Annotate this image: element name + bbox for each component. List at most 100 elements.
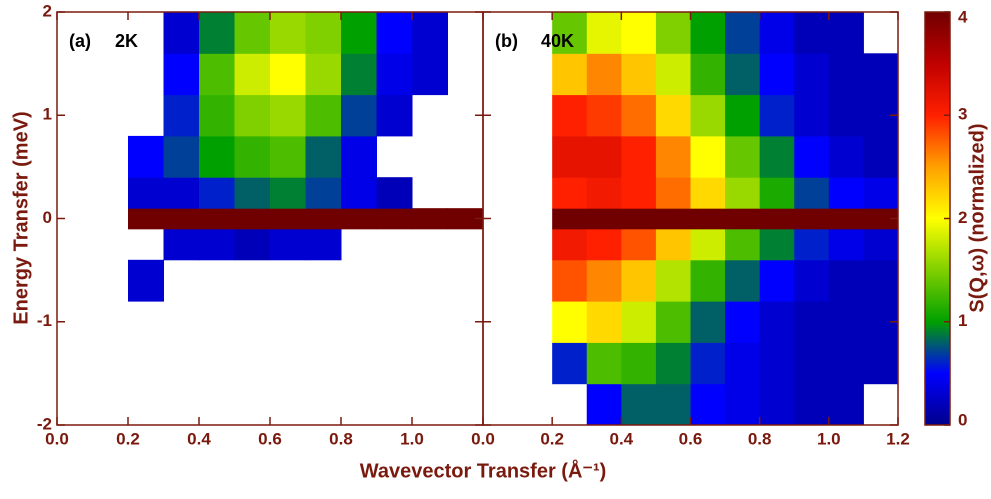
heat-cell bbox=[828, 53, 864, 96]
heat-cell bbox=[586, 342, 622, 385]
heat-cell bbox=[759, 228, 795, 261]
heat-cell bbox=[863, 342, 899, 385]
heat-cell bbox=[690, 228, 726, 261]
heat-cell bbox=[759, 135, 795, 178]
heat-cell bbox=[586, 94, 622, 137]
heat-cell bbox=[655, 301, 691, 343]
x-tick-label: 0.4 bbox=[187, 429, 211, 448]
x-tick-label: 0.2 bbox=[116, 429, 140, 448]
heat-cell bbox=[725, 135, 761, 178]
heat-cell bbox=[828, 135, 864, 178]
heat-cell bbox=[305, 94, 342, 137]
heat-cell bbox=[270, 94, 306, 137]
heat-cell bbox=[270, 208, 306, 230]
heat-cell bbox=[128, 177, 164, 209]
heat-cell bbox=[655, 177, 691, 209]
heat-cell bbox=[234, 208, 271, 230]
heat-cell bbox=[199, 135, 235, 178]
panel-label: (b) bbox=[495, 31, 518, 51]
heat-cell bbox=[621, 383, 657, 426]
heat-cell bbox=[270, 12, 306, 54]
heat-cell bbox=[621, 228, 657, 261]
heat-cell bbox=[341, 177, 377, 209]
heat-cell bbox=[412, 208, 448, 230]
x-tick-label: 1.0 bbox=[400, 429, 424, 448]
heat-cell bbox=[759, 383, 795, 426]
heat-cell bbox=[552, 208, 588, 230]
heat-cell bbox=[828, 12, 864, 54]
heat-cell bbox=[655, 342, 691, 385]
heat-cell bbox=[341, 12, 377, 54]
heat-cell bbox=[586, 208, 622, 230]
heat-cell bbox=[412, 12, 448, 54]
heat-cell bbox=[270, 53, 306, 96]
heat-cell bbox=[270, 228, 306, 261]
heat-cell bbox=[128, 135, 164, 178]
heat-cell bbox=[759, 12, 795, 54]
heat-cell bbox=[655, 228, 691, 261]
heat-cell bbox=[305, 12, 342, 54]
y-tick-label: -1 bbox=[37, 311, 52, 330]
heat-cell bbox=[234, 94, 271, 137]
heat-cell bbox=[828, 301, 864, 343]
heat-cell bbox=[794, 208, 830, 230]
heat-cell bbox=[794, 177, 830, 209]
heat-cell bbox=[759, 301, 795, 343]
heat-cell bbox=[690, 12, 726, 54]
x-tick-label: 1.0 bbox=[817, 429, 841, 448]
panel-temperature: 40K bbox=[541, 31, 574, 51]
heat-cell bbox=[586, 53, 622, 96]
heat-cell bbox=[376, 12, 413, 54]
heat-cell bbox=[305, 228, 342, 261]
heat-cell bbox=[586, 135, 622, 178]
heat-cell bbox=[376, 94, 413, 137]
heat-cell bbox=[163, 12, 200, 54]
heat-cell bbox=[725, 259, 761, 302]
heat-cell bbox=[759, 177, 795, 209]
heat-cell bbox=[828, 208, 864, 230]
heat-cell bbox=[621, 12, 657, 54]
heat-cell bbox=[725, 177, 761, 209]
heat-cell bbox=[759, 208, 795, 230]
panel-label: (a) bbox=[69, 31, 91, 51]
heat-cell bbox=[725, 12, 761, 54]
heat-cell bbox=[552, 259, 588, 302]
heat-cell bbox=[586, 12, 622, 54]
heat-cell bbox=[794, 53, 830, 96]
y-axis-label: Energy Transfer (meV) bbox=[10, 111, 32, 324]
heat-cell bbox=[655, 94, 691, 137]
heat-cell bbox=[552, 342, 588, 385]
heat-cell bbox=[376, 53, 413, 96]
y-tick-label: -2 bbox=[37, 414, 52, 433]
heat-cell bbox=[690, 94, 726, 137]
heat-cell bbox=[690, 208, 726, 230]
heat-cell bbox=[794, 12, 830, 54]
heat-cell bbox=[305, 208, 342, 230]
colorbar-tick-label: 0 bbox=[958, 410, 967, 429]
heat-cell bbox=[759, 342, 795, 385]
heat-cell bbox=[199, 228, 235, 261]
heat-cell bbox=[725, 383, 761, 426]
heat-cell bbox=[376, 177, 413, 209]
heat-cell bbox=[794, 383, 830, 426]
heat-cell bbox=[828, 342, 864, 385]
heat-cell bbox=[655, 259, 691, 302]
heat-cell bbox=[341, 208, 377, 230]
heat-cell bbox=[305, 177, 342, 209]
heat-cell bbox=[341, 94, 377, 137]
heat-cell bbox=[163, 53, 200, 96]
heat-cell bbox=[690, 259, 726, 302]
heat-cell bbox=[128, 259, 164, 302]
x-tick-label: 0.2 bbox=[540, 429, 564, 448]
heat-cell bbox=[690, 135, 726, 178]
colorbar-tick-label: 1 bbox=[958, 311, 967, 330]
heat-cell bbox=[794, 135, 830, 178]
heat-cell bbox=[655, 383, 691, 426]
x-tick-label: 0.8 bbox=[748, 429, 772, 448]
heat-cell bbox=[725, 94, 761, 137]
heat-cell bbox=[828, 228, 864, 261]
heat-cell bbox=[199, 177, 235, 209]
heat-cell bbox=[621, 177, 657, 209]
x-tick-label: 0.8 bbox=[329, 429, 353, 448]
heat-cell bbox=[552, 53, 588, 96]
